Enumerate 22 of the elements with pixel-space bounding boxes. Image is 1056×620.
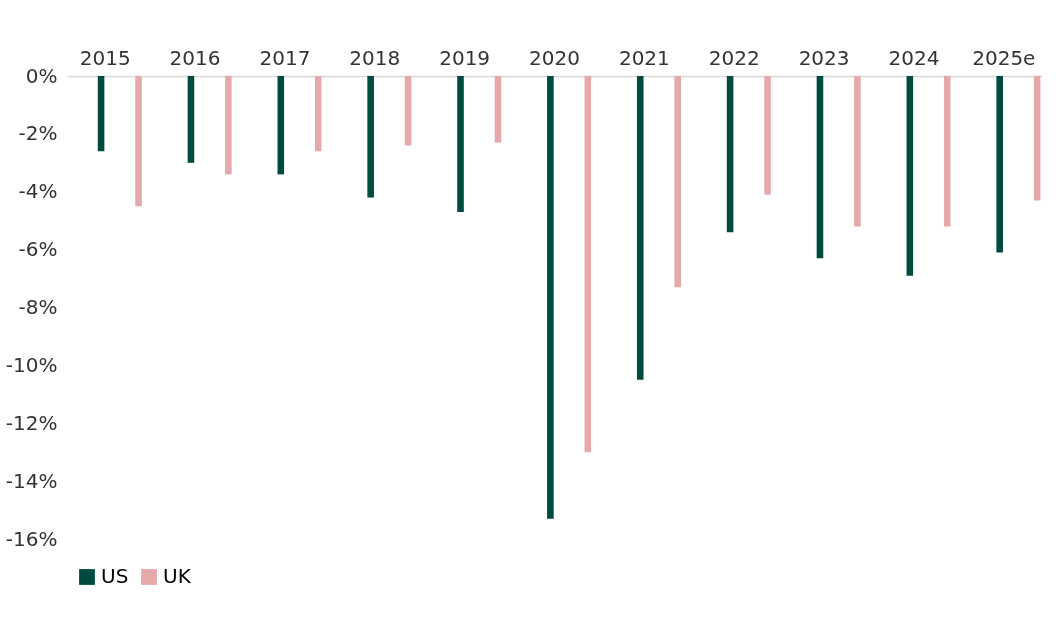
y-tick-label: -16% [5, 526, 58, 551]
y-tick-label: -12% [5, 410, 58, 435]
y-tick-label: -8% [18, 295, 58, 319]
x-tick-label: 2016 [169, 45, 221, 70]
x-tick-label: 2018 [349, 45, 401, 70]
x-tick-label: 2025e [972, 45, 1036, 70]
x-tick-label: 2017 [259, 45, 311, 70]
y-tick-label: -10% [5, 352, 58, 377]
x-tick-label: 2015 [79, 45, 131, 70]
y-tick-label: 0% [25, 63, 58, 88]
x-tick-label: 2022 [708, 45, 760, 70]
x-tick-label: 2021 [618, 45, 670, 70]
x-tick-label: 2020 [529, 45, 580, 70]
y-tick-label: -6% [18, 237, 58, 262]
x-tick-label: 2023 [798, 45, 850, 70]
x-tick-label: 2024 [888, 45, 940, 70]
y-tick-label: -2% [18, 121, 58, 146]
x-tick-label: 2019 [439, 45, 491, 70]
y-tick-label: -4% [18, 179, 58, 204]
legend-label: US [101, 564, 129, 588]
legend-label: UK [163, 564, 192, 588]
y-tick-label: -14% [5, 468, 58, 493]
